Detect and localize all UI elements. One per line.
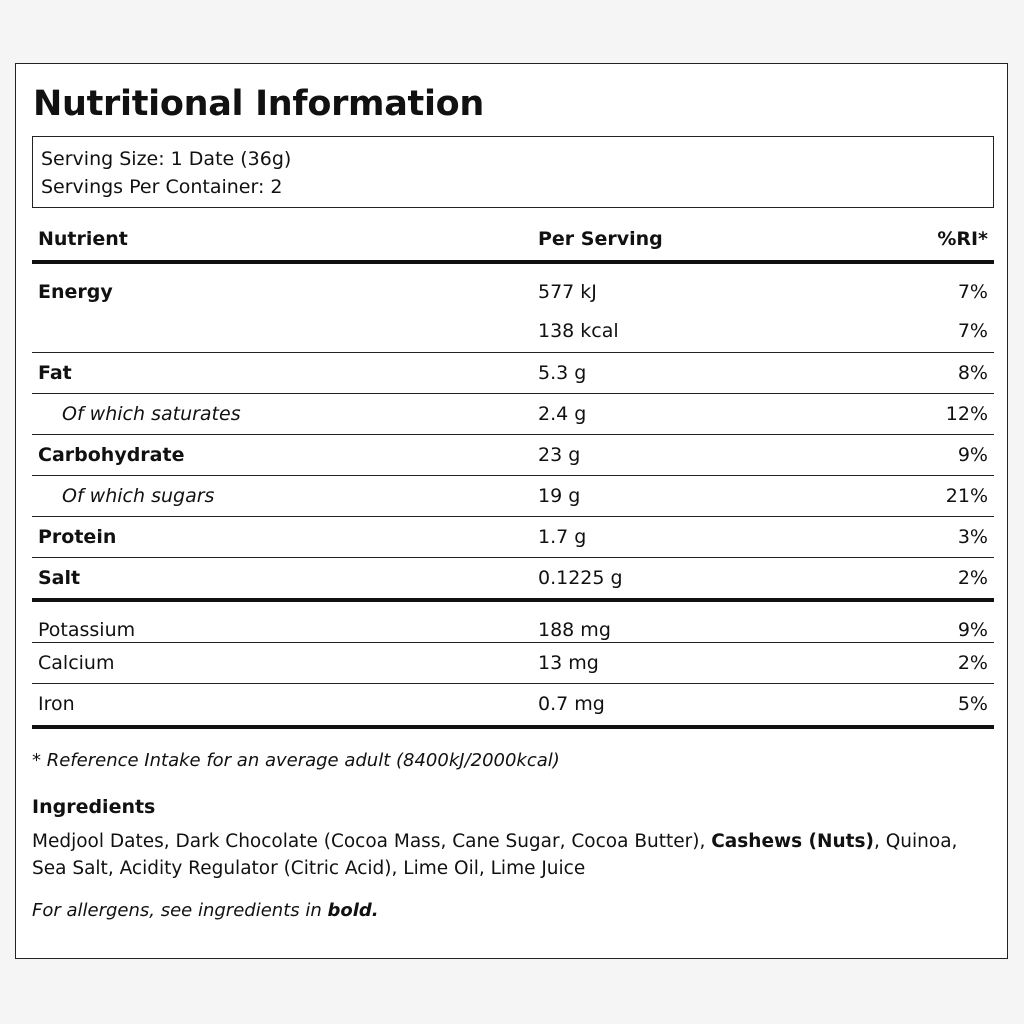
table-row: Carbohydrate 23 g 9% xyxy=(32,435,994,476)
mineral-ri: 9% xyxy=(957,619,988,641)
ingredients-list: Medjool Dates, Dark Chocolate (Cocoa Mas… xyxy=(32,828,994,882)
energy-kcal: 138 kcal xyxy=(538,320,619,342)
table-row: Salt 0.1225 g 2% xyxy=(32,558,994,602)
allergen-note-text: For allergens, see ingredients in xyxy=(32,900,328,921)
mineral-ri: 5% xyxy=(957,693,988,715)
mineral-name: Iron xyxy=(38,693,75,715)
nutrient-ri: 8% xyxy=(957,362,988,384)
nutrient-name: Protein xyxy=(38,526,117,548)
ingredients-allergen: Cashews (Nuts) xyxy=(711,831,874,852)
page-title: Nutritional Information xyxy=(33,84,485,124)
nutrient-ri: 3% xyxy=(957,526,988,548)
table-row-energy: Energy 577 kJ 7% 138 kcal 7% xyxy=(32,264,994,353)
mineral-name: Calcium xyxy=(38,652,115,674)
table-row: Calcium 13 mg 2% xyxy=(32,643,994,684)
nutrient-name: Salt xyxy=(38,567,81,589)
nutrition-panel: Nutritional Information Serving Size: 1 … xyxy=(15,63,1008,959)
header-ri: %RI* xyxy=(937,228,988,250)
allergen-note-bold: bold. xyxy=(327,900,379,921)
energy-kj: 577 kJ xyxy=(538,281,597,303)
nutrient-value: 2.4 g xyxy=(538,403,587,425)
table-row: Fat 5.3 g 8% xyxy=(32,353,994,394)
mineral-value: 0.7 mg xyxy=(538,693,605,715)
serving-size: Serving Size: 1 Date (36g) xyxy=(41,148,292,170)
ingredients-part-2: , Quinoa, Sea Salt, Acidity Regulator (C… xyxy=(32,831,958,879)
table-row: Of which saturates 2.4 g 12% xyxy=(32,394,994,435)
table-row: Of which sugars 19 g 21% xyxy=(32,476,994,517)
energy-kcal-ri: 7% xyxy=(957,320,988,342)
ingredients-heading: Ingredients xyxy=(32,796,156,818)
table-row: Iron 0.7 mg 5% xyxy=(32,684,994,729)
nutrient-ri: 9% xyxy=(957,444,988,466)
nutrition-table: Nutrient Per Serving %RI* Energy 577 kJ … xyxy=(32,224,994,729)
nutrient-value: 1.7 g xyxy=(538,526,587,548)
mineral-ri: 2% xyxy=(957,652,988,674)
mineral-name: Potassium xyxy=(38,619,136,641)
table-header: Nutrient Per Serving %RI* xyxy=(32,224,994,264)
ri-footnote: * Reference Intake for an average adult … xyxy=(32,750,560,771)
nutrient-ri: 12% xyxy=(945,403,988,425)
nutrient-name: Energy xyxy=(38,281,113,303)
header-nutrient: Nutrient xyxy=(38,228,128,250)
ingredients-part-1: Medjool Dates, Dark Chocolate (Cocoa Mas… xyxy=(32,831,712,852)
nutrient-name: Fat xyxy=(38,362,72,384)
allergen-note: For allergens, see ingredients in bold. xyxy=(32,900,379,921)
serving-info-box: Serving Size: 1 Date (36g) Servings Per … xyxy=(32,136,994,208)
table-row: Potassium 188 mg 9% xyxy=(32,602,994,643)
mineral-value: 188 mg xyxy=(538,619,611,641)
nutrient-value: 5.3 g xyxy=(538,362,587,384)
servings-per-container: Servings Per Container: 2 xyxy=(41,176,283,198)
mineral-value: 13 mg xyxy=(538,652,599,674)
nutrient-name: Of which saturates xyxy=(62,403,241,425)
nutrient-ri: 2% xyxy=(957,567,988,589)
nutrient-value: 23 g xyxy=(538,444,581,466)
energy-kj-ri: 7% xyxy=(957,281,988,303)
table-row: Protein 1.7 g 3% xyxy=(32,517,994,558)
nutrient-name: Of which sugars xyxy=(62,485,215,507)
nutrient-value: 19 g xyxy=(538,485,581,507)
nutrient-name: Carbohydrate xyxy=(38,444,185,466)
nutrient-ri: 21% xyxy=(945,485,988,507)
header-per-serving: Per Serving xyxy=(538,228,663,250)
nutrient-value: 0.1225 g xyxy=(538,567,623,589)
